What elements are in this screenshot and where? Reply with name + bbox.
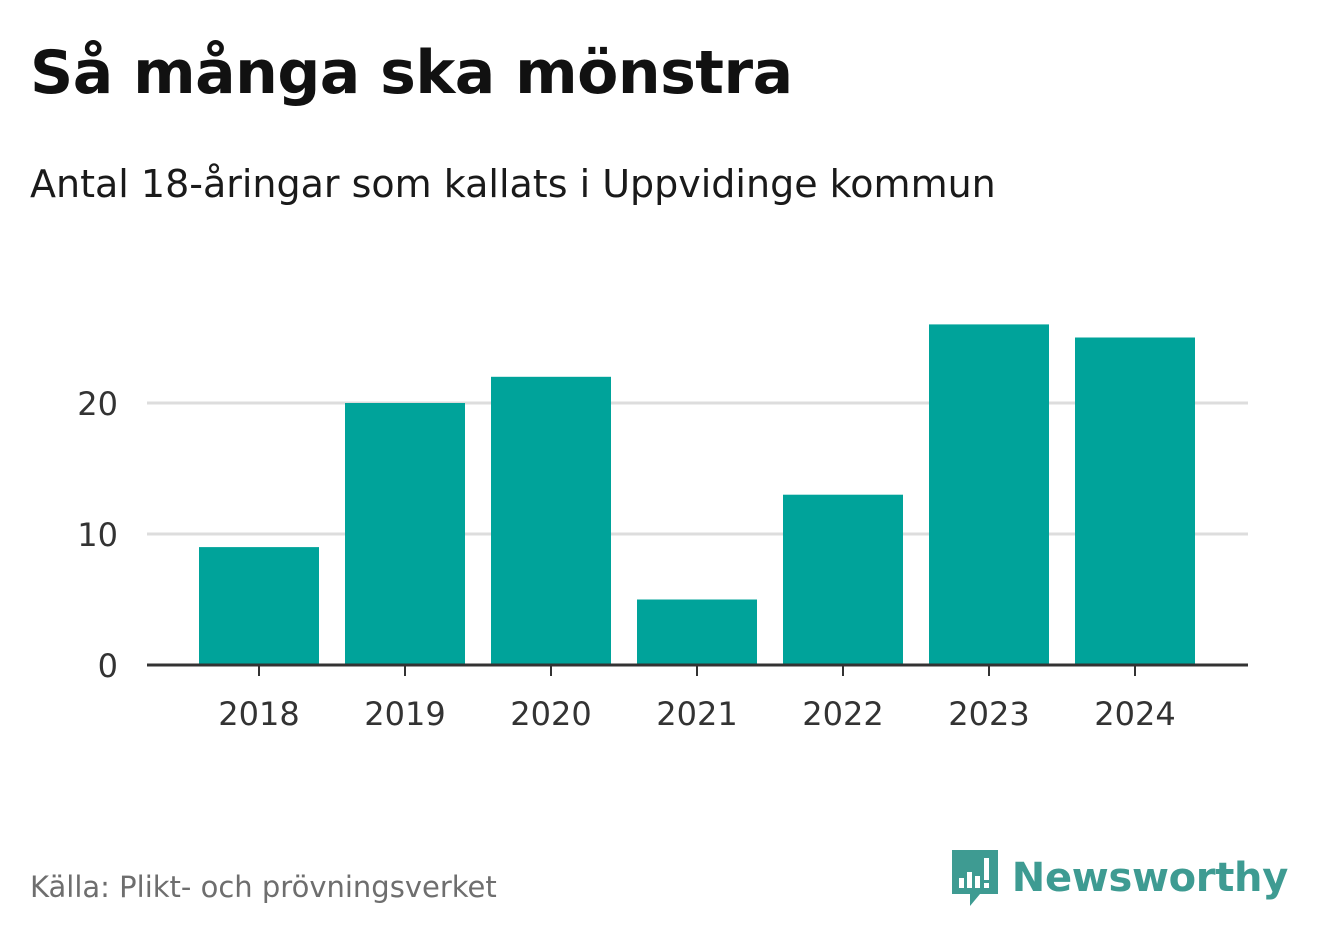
newsworthy-logo-icon — [951, 850, 998, 906]
bar — [1075, 337, 1195, 665]
brand-name: Newsworthy — [1011, 855, 1289, 901]
x-tick-label: 2021 — [656, 695, 737, 733]
source-note: Källa: Plikt- och prövningsverket — [30, 870, 497, 904]
bar — [783, 494, 903, 665]
x-tick-label: 2022 — [802, 695, 883, 733]
x-tick-label: 2024 — [1094, 695, 1175, 733]
chart-subtitle: Antal 18-åringar som kallats i Uppviding… — [30, 162, 996, 206]
bars — [199, 324, 1195, 665]
x-tick-label: 2023 — [948, 695, 1029, 733]
gridlines — [147, 401, 1248, 536]
y-tick-label: 20 — [77, 385, 118, 423]
bar — [491, 376, 611, 665]
y-tick-label: 0 — [98, 647, 118, 685]
x-tick-label: 2019 — [364, 695, 445, 733]
brand-logo: Newsworthy — [950, 848, 1288, 908]
y-tick-label: 10 — [77, 516, 118, 554]
bar — [345, 403, 465, 665]
bar — [199, 547, 319, 665]
bar — [637, 599, 757, 665]
x-tick-label: 2018 — [218, 695, 299, 733]
x-tick-label: 2020 — [510, 695, 591, 733]
chart-title: Så många ska mönstra — [30, 38, 793, 108]
bar — [929, 324, 1049, 665]
axes: 0 10 20 2018 2019 2020 2021 2022 2023 2024 — [77, 385, 1248, 733]
